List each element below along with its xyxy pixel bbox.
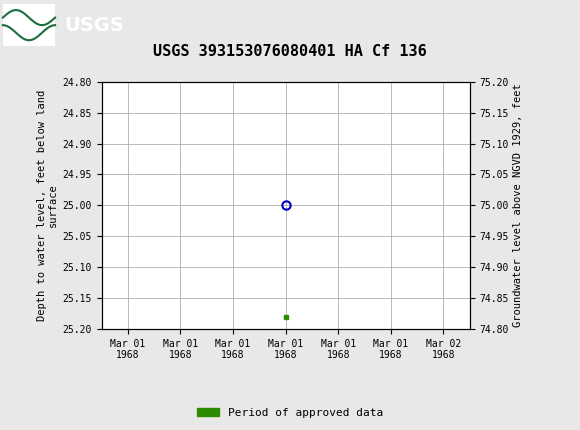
Text: USGS: USGS [64, 15, 124, 35]
Y-axis label: Depth to water level, feet below land
surface: Depth to water level, feet below land su… [37, 90, 58, 321]
Text: USGS 393153076080401 HA Cf 136: USGS 393153076080401 HA Cf 136 [153, 44, 427, 59]
Y-axis label: Groundwater level above NGVD 1929, feet: Groundwater level above NGVD 1929, feet [513, 83, 523, 327]
Bar [3, 4, 55, 46]
Legend: Period of approved data: Period of approved data [193, 403, 387, 422]
